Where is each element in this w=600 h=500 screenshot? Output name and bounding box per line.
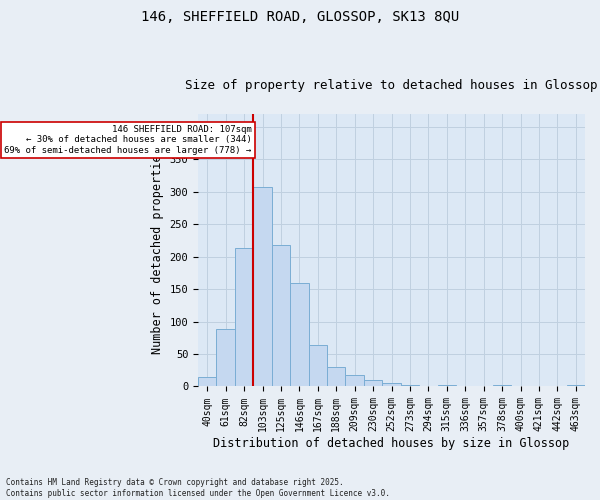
Y-axis label: Number of detached properties: Number of detached properties xyxy=(151,147,164,354)
Bar xyxy=(272,245,290,386)
Bar xyxy=(235,248,253,386)
Bar xyxy=(308,345,327,387)
Bar xyxy=(382,382,401,386)
Bar xyxy=(364,380,382,386)
Bar xyxy=(437,385,456,386)
Title: Size of property relative to detached houses in Glossop: Size of property relative to detached ho… xyxy=(185,79,598,92)
Bar xyxy=(290,282,308,387)
Bar xyxy=(493,384,511,386)
Text: 146 SHEFFIELD ROAD: 107sqm
← 30% of detached houses are smaller (344)
69% of sem: 146 SHEFFIELD ROAD: 107sqm ← 30% of deta… xyxy=(4,125,251,154)
Bar xyxy=(566,385,585,386)
Bar xyxy=(401,385,419,386)
Bar xyxy=(198,376,217,386)
X-axis label: Distribution of detached houses by size in Glossop: Distribution of detached houses by size … xyxy=(214,437,569,450)
Bar xyxy=(253,188,272,386)
Text: 146, SHEFFIELD ROAD, GLOSSOP, SK13 8QU: 146, SHEFFIELD ROAD, GLOSSOP, SK13 8QU xyxy=(141,10,459,24)
Bar xyxy=(217,330,235,386)
Text: Contains HM Land Registry data © Crown copyright and database right 2025.
Contai: Contains HM Land Registry data © Crown c… xyxy=(6,478,390,498)
Bar xyxy=(346,376,364,386)
Bar xyxy=(327,367,346,386)
